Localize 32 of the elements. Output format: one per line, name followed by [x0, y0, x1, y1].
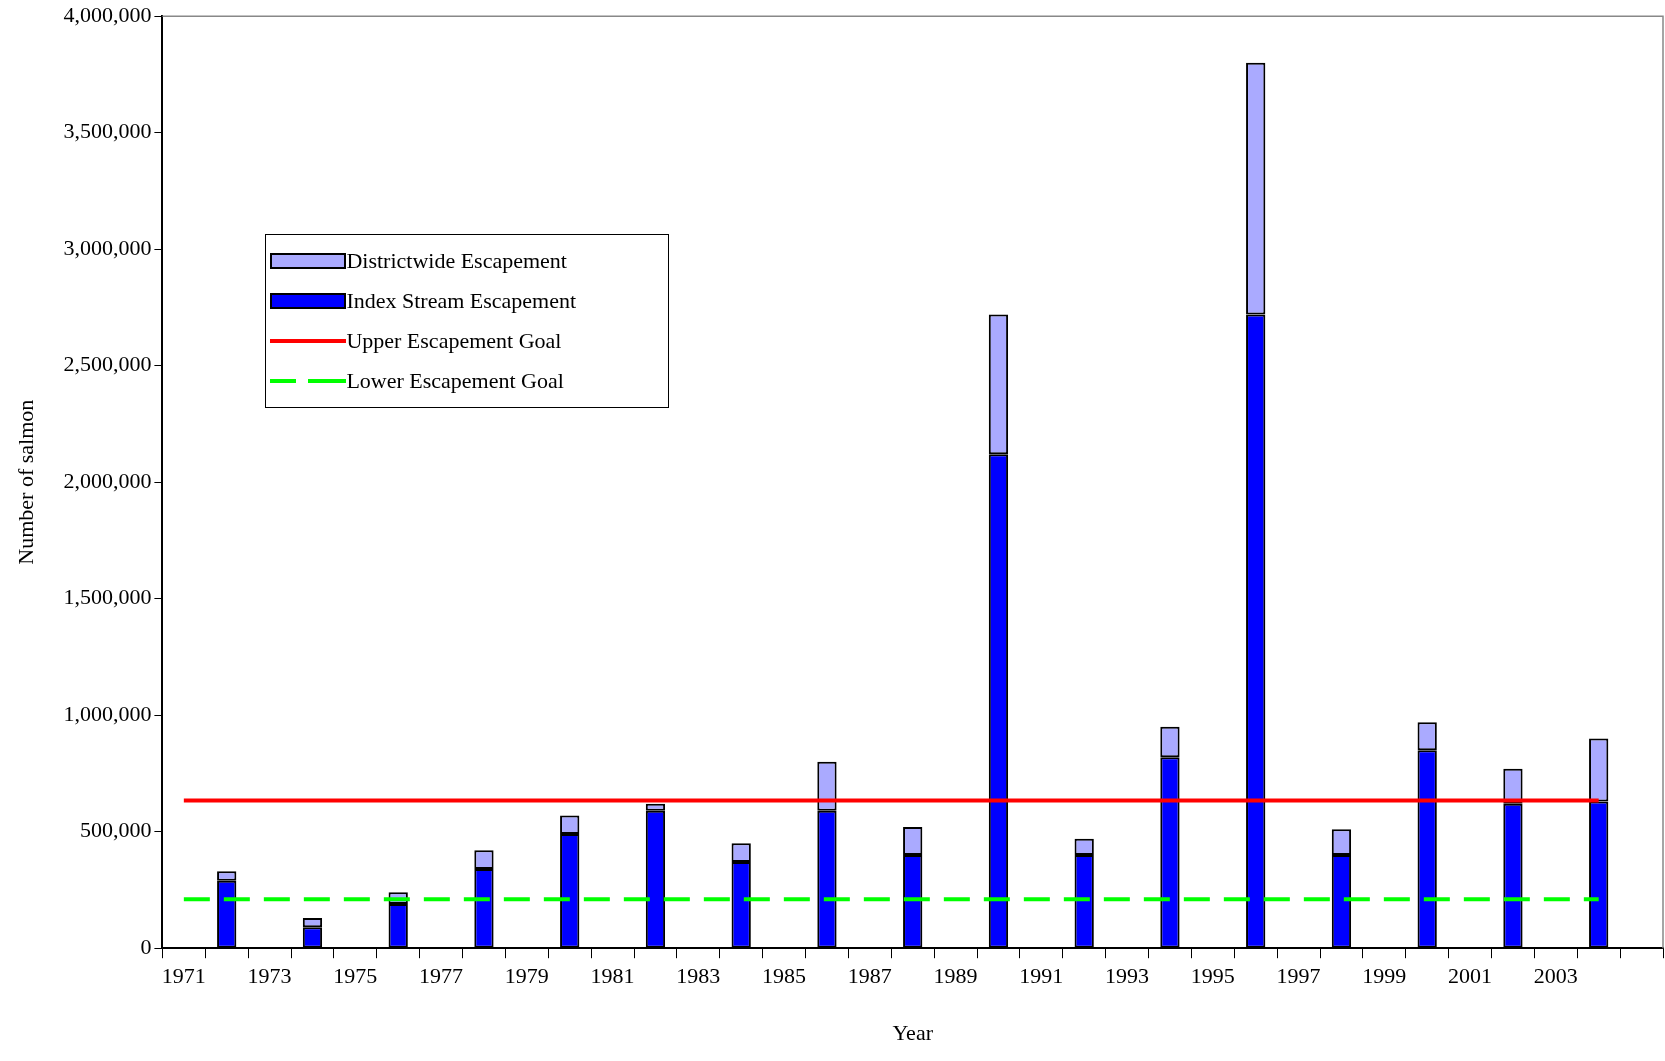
- y-tick-label: 500,000: [79, 817, 152, 843]
- x-tick-label: 1991: [1019, 963, 1064, 989]
- y-tick-label: 1,500,000: [63, 584, 152, 610]
- y-tick-label: 2,000,000: [63, 467, 152, 493]
- x-axis-title: Year: [892, 1019, 934, 1045]
- legend-label: Index Stream Escapement: [346, 288, 577, 314]
- y-tick-label: 4,000,000: [63, 1, 152, 27]
- legend-label: Districtwide Escapement: [346, 248, 567, 274]
- y-axis-title: Number of salmon: [12, 399, 38, 565]
- y-tick-label: 2,500,000: [63, 351, 152, 377]
- x-tick-label: 1995: [1190, 963, 1235, 989]
- x-tick-label: 1985: [762, 963, 807, 989]
- x-tick-label: 2003: [1533, 963, 1578, 989]
- x-tick-label: 1973: [247, 963, 292, 989]
- x-tick-label: 1977: [419, 963, 464, 989]
- x-tick-label: 1997: [1276, 963, 1321, 989]
- x-tick-label: 1971: [161, 963, 206, 989]
- y-tick-label: 1,000,000: [63, 700, 152, 726]
- x-tick-label: 1989: [933, 963, 978, 989]
- x-tick-label: 2001: [1448, 963, 1493, 989]
- x-tick-label: 1975: [333, 963, 378, 989]
- y-tick-label: 3,000,000: [63, 234, 152, 260]
- legend-label: Lower Escapement Goal: [346, 368, 564, 394]
- x-tick-label: 1993: [1105, 963, 1150, 989]
- legend-label: Upper Escapement Goal: [346, 328, 562, 354]
- y-tick-label: 0: [140, 933, 152, 959]
- x-tick-label: 1983: [676, 963, 721, 989]
- x-tick-label: 1981: [590, 963, 635, 989]
- y-tick-label: 3,500,000: [63, 118, 152, 144]
- x-tick-label: 1987: [847, 963, 892, 989]
- x-tick-label: 1979: [504, 963, 549, 989]
- x-tick-label: 1999: [1362, 963, 1407, 989]
